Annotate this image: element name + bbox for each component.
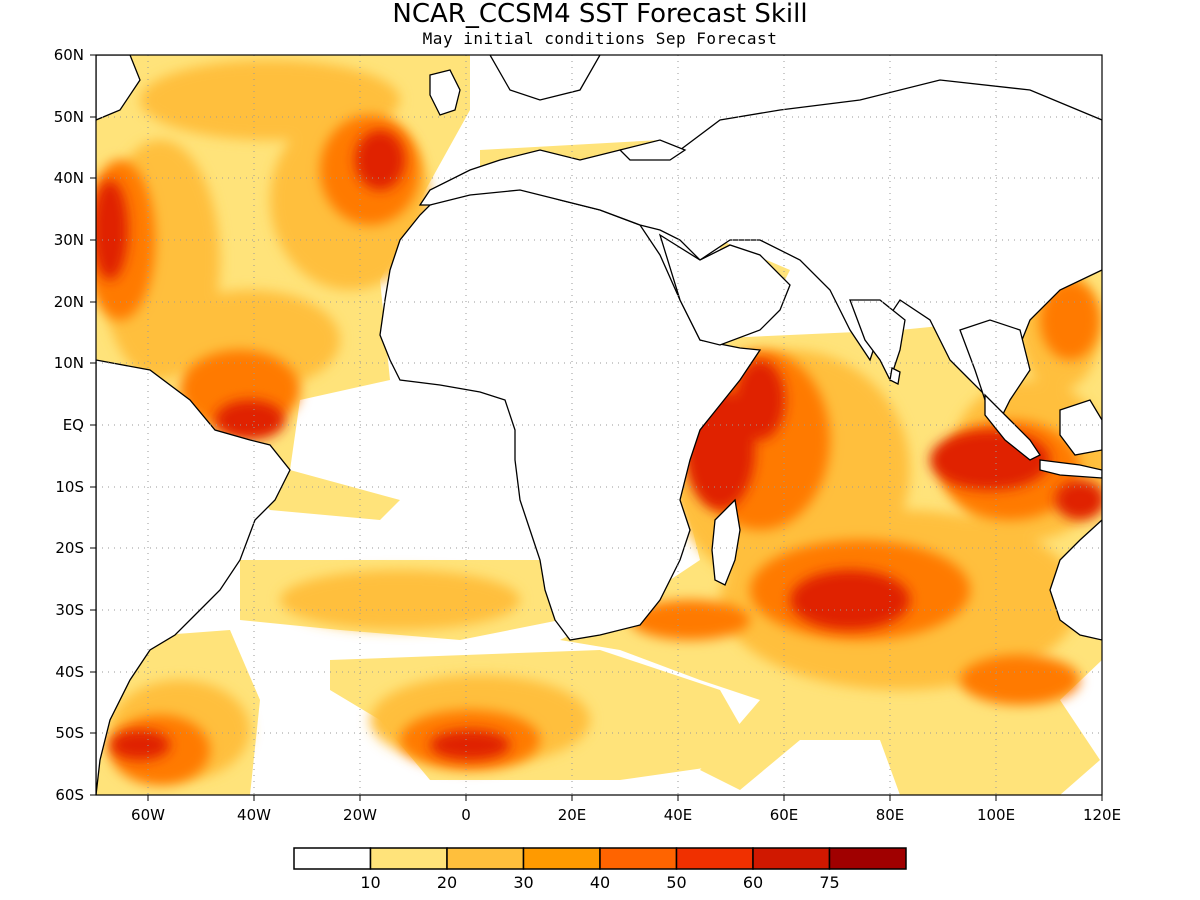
lon-label: 100E [977,806,1015,824]
colorbar-label: 40 [590,873,610,892]
lat-label: 30N [54,231,84,249]
sri-lanka-outline [889,367,901,385]
colorbar-swatch [675,847,754,870]
indochina-outline [959,319,1031,422]
map-area [96,55,1102,795]
colorbar-label: 20 [437,873,457,892]
lat-label: 10N [54,354,84,372]
colorbar-swatch [599,847,678,870]
lat-label: 10S [55,478,84,496]
lon-label: 80E [876,806,905,824]
colorbar-swatch [752,847,831,870]
lat-label: 50N [54,108,84,126]
lon-label: 0 [461,806,471,824]
black-sea-outline [618,139,687,161]
colorbar-swatch [293,847,372,870]
map-subtitle: May initial conditions Sep Forecast [423,29,778,48]
colorbar-label: 60 [743,873,763,892]
britain-outline [429,69,461,116]
lat-label: 40S [55,663,84,681]
lon-label: 60W [131,806,165,824]
lat-label: 60N [54,46,84,64]
lat-label: 60S [55,786,84,804]
lon-label: 40W [237,806,271,824]
lon-label: 20W [343,806,377,824]
borneo-outline [1059,399,1102,456]
latitude-axis: 60N 50N 40N 30N 20N 10N EQ 10S 20S 30S 4… [54,46,96,804]
colorbar-label: 75 [819,873,839,892]
sumatra-outline [984,393,1041,461]
map-title: NCAR_CCSM4 SST Forecast Skill [392,0,807,29]
lon-label: 60E [770,806,799,824]
greenland-outline [96,55,141,121]
scandinavia-outline [489,55,601,101]
longitude-axis: 60W 40W 20W 0 20E 40E 60E 80E 100E 120E [131,795,1121,824]
landmasses [96,55,1102,795]
colorbar: 10 20 30 40 50 60 75 [293,847,907,892]
lon-label: 40E [664,806,693,824]
india-outline [849,299,906,382]
lat-label: 30S [55,601,84,619]
lat-label: 40N [54,169,84,187]
lat-label: 20S [55,539,84,557]
south-america-outline [96,359,291,795]
lat-label: EQ [63,416,84,434]
colorbar-swatch [828,847,907,870]
colorbar-label: 50 [666,873,686,892]
colorbar-label: 10 [360,873,380,892]
madagascar-outline [711,498,741,586]
lon-label: 20E [558,806,587,824]
colorbar-label: 30 [513,873,533,892]
java-outline [1039,459,1102,479]
lat-label: 50S [55,724,84,742]
africa-outline [379,187,762,641]
colorbar-swatch [522,847,601,870]
colorbar-swatch [446,847,525,870]
lat-label: 20N [54,293,84,311]
arabia-outline [658,233,791,346]
lon-label: 120E [1083,806,1121,824]
colorbar-swatch [369,847,448,870]
